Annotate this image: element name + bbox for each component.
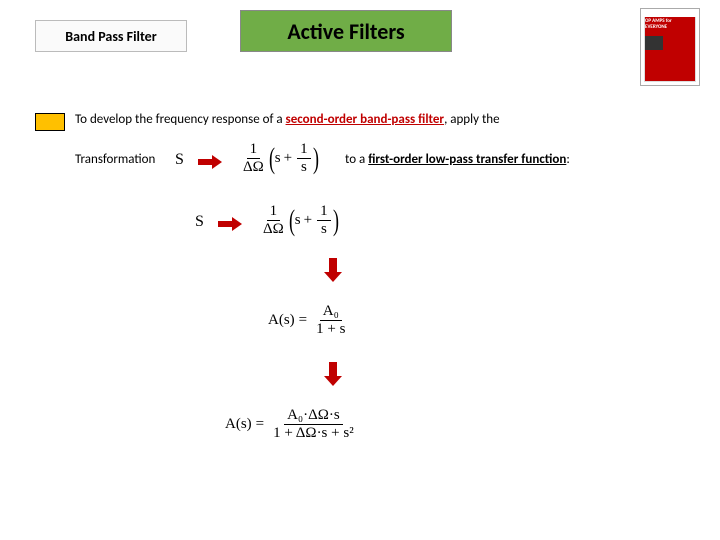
arrow-down-1	[326, 258, 340, 289]
tf1-den: ΔΩ	[240, 159, 267, 175]
s-variable-1: S	[175, 151, 184, 169]
bp-den: 1 + ΔΩ·s + s²	[270, 425, 357, 441]
transformation-label: Transformation	[75, 152, 155, 167]
title-box: Active Filters	[240, 10, 452, 52]
intro-line-2b: to a first-order low-pass transfer funct…	[345, 152, 570, 167]
intro-line-1: To develop the frequency response of a s…	[75, 112, 500, 127]
lp-denvar: s	[340, 321, 346, 337]
arrow-right-2	[218, 215, 244, 234]
tf1-inum: 1	[297, 142, 311, 159]
line1-post: , apply the	[444, 112, 500, 127]
tf2-iden: s	[318, 221, 330, 237]
lowpass-formula: A(s) = A₀ 1 + s	[268, 304, 350, 337]
bp-num: A₀·ΔΩ·s	[284, 408, 343, 425]
book-cover: OP AMPS for EVERYONE	[640, 8, 700, 86]
lp-denpre: 1 +	[316, 321, 339, 337]
line1-em: second-order band-pass filter	[286, 112, 445, 127]
l2b-bold: first-order low-pass transfer function	[368, 152, 566, 167]
bandpass-formula: A(s) = A₀·ΔΩ·s 1 + ΔΩ·s + s²	[225, 408, 359, 441]
tf2-den: ΔΩ	[260, 221, 287, 237]
line1-pre: To develop the frequency response of a	[75, 112, 286, 127]
tf2-plus: +	[304, 212, 312, 229]
bp-eq: =	[256, 416, 264, 433]
tf2-num: 1	[267, 204, 281, 221]
tf1-num: 1	[247, 142, 261, 159]
l2b-pre: to a	[345, 152, 368, 167]
tf1-plus: +	[284, 150, 292, 167]
subtitle-text: Band Pass Filter	[65, 28, 156, 45]
arrow-down-2	[326, 362, 340, 393]
subtitle-box: Band Pass Filter	[35, 20, 187, 52]
bullet-icon	[35, 113, 65, 131]
lp-num: A₀	[320, 304, 342, 321]
lp-lhs: A(s)	[268, 312, 295, 329]
transform-formula-1: 1 ΔΩ ( s + 1 s )	[238, 142, 319, 175]
bp-lhs: A(s)	[225, 416, 252, 433]
tf1-s: s	[275, 150, 281, 167]
title-text: Active Filters	[287, 18, 404, 45]
tf2-inum: 1	[317, 204, 331, 221]
s-variable-2: S	[195, 213, 204, 231]
l2b-post: :	[566, 152, 569, 167]
arrow-right-1	[198, 153, 224, 172]
lp-eq: =	[299, 312, 307, 329]
tf2-s: s	[295, 212, 301, 229]
tf1-iden: s	[298, 159, 310, 175]
book-line2: EVERYONE	[645, 25, 695, 31]
transform-formula-2: 1 ΔΩ ( s + 1 s )	[258, 204, 339, 237]
